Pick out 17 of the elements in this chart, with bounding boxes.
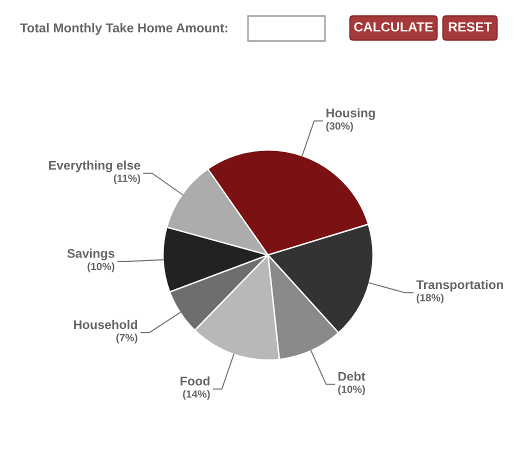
chart-title: Total Monthly Take Home Amount: bbox=[20, 23, 228, 35]
slice-label: Housing bbox=[326, 108, 375, 120]
slice-label: Transportation bbox=[416, 280, 503, 292]
data-label: (10%) bbox=[88, 262, 114, 272]
slice-label: Everything else bbox=[49, 160, 140, 172]
text: CALCULATE bbox=[354, 22, 433, 32]
text: RESET bbox=[448, 22, 492, 32]
data-label: (10%) bbox=[338, 385, 365, 396]
slice-label: Household bbox=[74, 320, 138, 330]
slice-label: Debt bbox=[338, 372, 366, 381]
data-label: (14%) bbox=[183, 390, 210, 400]
data-label: (18%) bbox=[416, 294, 444, 304]
slice-label: Food bbox=[180, 376, 210, 386]
data-label: (30%) bbox=[326, 122, 353, 132]
data-label: (11%) bbox=[114, 174, 140, 184]
slice-label: Savings bbox=[67, 248, 114, 260]
data-label: (7%) bbox=[116, 334, 138, 344]
